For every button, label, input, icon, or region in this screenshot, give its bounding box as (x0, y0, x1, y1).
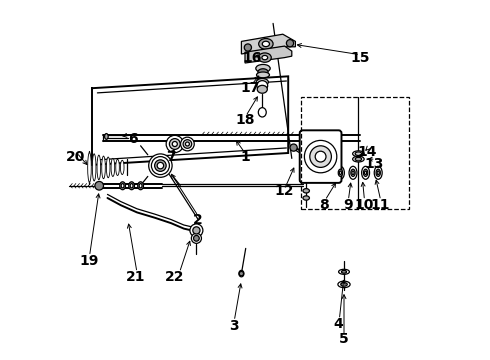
Ellipse shape (376, 169, 380, 176)
Text: 9: 9 (343, 198, 352, 212)
Polygon shape (242, 34, 295, 54)
Text: 6: 6 (128, 132, 138, 145)
Ellipse shape (257, 85, 268, 93)
Circle shape (239, 271, 244, 276)
Ellipse shape (353, 151, 364, 157)
Circle shape (194, 235, 199, 241)
Ellipse shape (257, 81, 268, 91)
Text: 14: 14 (358, 145, 377, 159)
Ellipse shape (257, 72, 270, 78)
Ellipse shape (88, 153, 91, 182)
Circle shape (310, 146, 331, 167)
Ellipse shape (138, 182, 144, 190)
Ellipse shape (256, 64, 270, 72)
Ellipse shape (185, 142, 189, 146)
Circle shape (95, 181, 103, 190)
Text: 12: 12 (275, 184, 294, 198)
FancyBboxPatch shape (300, 130, 342, 183)
Ellipse shape (139, 184, 142, 188)
Ellipse shape (239, 270, 244, 277)
Text: 1: 1 (240, 150, 250, 163)
Text: 7: 7 (167, 150, 176, 163)
Ellipse shape (97, 155, 100, 180)
Text: 8: 8 (319, 198, 329, 212)
Ellipse shape (362, 166, 369, 179)
Ellipse shape (258, 69, 268, 75)
Text: 19: 19 (80, 254, 99, 268)
Text: 22: 22 (165, 270, 185, 284)
Ellipse shape (121, 184, 124, 188)
Text: 18: 18 (235, 113, 255, 126)
Circle shape (304, 140, 337, 173)
Text: 3: 3 (229, 319, 239, 333)
Circle shape (315, 151, 326, 162)
Ellipse shape (355, 152, 362, 156)
Ellipse shape (172, 141, 177, 147)
Text: 10: 10 (354, 198, 373, 212)
Circle shape (245, 44, 251, 51)
Ellipse shape (355, 157, 362, 161)
Ellipse shape (377, 171, 379, 175)
Ellipse shape (351, 169, 355, 176)
Circle shape (192, 233, 201, 243)
Ellipse shape (256, 78, 269, 86)
Ellipse shape (129, 182, 134, 190)
Ellipse shape (339, 171, 342, 175)
Text: 11: 11 (370, 198, 390, 212)
Ellipse shape (157, 162, 164, 169)
Ellipse shape (258, 53, 271, 62)
Text: 17: 17 (241, 81, 260, 95)
Ellipse shape (106, 157, 110, 178)
Ellipse shape (364, 169, 368, 176)
Text: 21: 21 (125, 270, 145, 284)
Ellipse shape (104, 134, 108, 139)
Text: 4: 4 (334, 317, 343, 331)
Ellipse shape (353, 156, 364, 162)
Ellipse shape (262, 41, 270, 47)
Ellipse shape (148, 154, 172, 177)
Ellipse shape (349, 166, 357, 179)
Ellipse shape (303, 196, 310, 200)
Circle shape (286, 40, 294, 47)
Ellipse shape (303, 189, 310, 193)
Ellipse shape (338, 169, 343, 176)
Ellipse shape (258, 108, 266, 117)
Text: 2: 2 (194, 213, 203, 226)
Ellipse shape (338, 281, 350, 288)
Ellipse shape (130, 184, 133, 188)
Text: 20: 20 (66, 150, 85, 163)
Ellipse shape (341, 283, 347, 286)
Ellipse shape (170, 139, 180, 149)
Circle shape (190, 224, 203, 237)
Text: 16: 16 (243, 51, 262, 64)
Ellipse shape (121, 160, 124, 175)
Ellipse shape (259, 39, 273, 49)
Text: 13: 13 (365, 157, 384, 171)
Ellipse shape (374, 166, 382, 179)
Ellipse shape (120, 182, 125, 190)
Ellipse shape (151, 157, 170, 175)
Ellipse shape (102, 156, 105, 179)
Ellipse shape (339, 269, 349, 274)
Ellipse shape (352, 171, 354, 175)
Ellipse shape (166, 135, 183, 153)
Circle shape (290, 144, 297, 151)
Ellipse shape (180, 137, 194, 151)
Text: 5: 5 (339, 332, 349, 346)
Polygon shape (245, 46, 292, 63)
Ellipse shape (342, 270, 346, 273)
Ellipse shape (92, 154, 96, 181)
Ellipse shape (111, 158, 115, 176)
Circle shape (193, 227, 200, 234)
Ellipse shape (337, 166, 344, 179)
Ellipse shape (155, 160, 166, 171)
Ellipse shape (116, 159, 120, 175)
Ellipse shape (183, 140, 192, 148)
Ellipse shape (262, 55, 268, 60)
Ellipse shape (365, 171, 367, 175)
Text: 15: 15 (350, 51, 370, 64)
